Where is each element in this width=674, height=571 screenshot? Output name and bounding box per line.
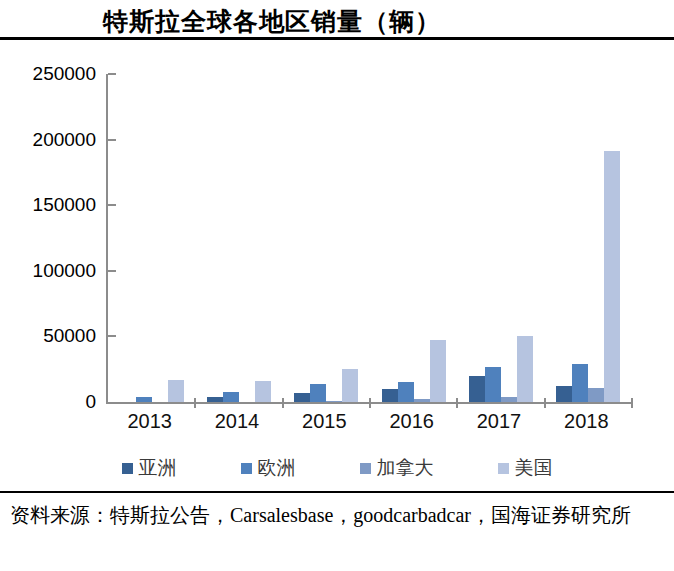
bar-usa-2016 (430, 340, 446, 402)
x-axis-tick-label: 2013 (106, 410, 193, 433)
x-axis-tick-mark (282, 398, 284, 408)
bar-europe-2013 (136, 397, 152, 402)
x-axis-tick-mark (369, 398, 371, 408)
y-axis-tick-label: 250000 (0, 63, 96, 85)
legend-label: 加拿大 (377, 455, 434, 481)
x-axis-tick-label: 2016 (368, 410, 455, 433)
y-axis-tick-label: 150000 (0, 194, 96, 216)
y-axis-tick-mark (108, 139, 116, 141)
bar-europe-2016 (398, 382, 414, 402)
x-axis-tick-label: 2017 (455, 410, 542, 433)
bar-europe-2018 (572, 364, 588, 402)
footer-divider (0, 491, 674, 493)
y-axis-tick-label: 0 (0, 391, 96, 413)
legend-swatch-icon (241, 463, 252, 474)
y-axis-tick-mark (108, 73, 116, 75)
chart-title: 特斯拉全球各地区销量（辆） (103, 5, 441, 38)
y-axis-tick-label: 50000 (0, 325, 96, 347)
legend-item-europe: 欧洲 (241, 455, 296, 481)
x-axis-tick-label: 2014 (193, 410, 280, 433)
bar-usa-2017 (517, 336, 533, 402)
x-axis-labels: 201320142015201620172018 (106, 410, 630, 436)
y-axis-tick-label: 200000 (0, 129, 96, 151)
bar-usa-2018 (604, 151, 620, 402)
bar-asia-2018 (556, 386, 572, 402)
x-axis-tick-mark (456, 398, 458, 408)
plot-area (106, 74, 632, 404)
report-page: 特斯拉全球各地区销量（辆） 0 50000 100000 150000 200000 25… (0, 0, 674, 571)
x-axis-tick-mark (194, 398, 196, 408)
bar-europe-2014 (223, 392, 239, 402)
bar-asia-2017 (469, 376, 485, 402)
legend-item-canada: 加拿大 (360, 455, 434, 481)
bar-usa-2015 (342, 369, 358, 402)
bar-canada-2015 (326, 401, 342, 402)
source-note: 资料来源：特斯拉公告，Carsalesbase，goodcarbadcar，国海… (10, 499, 666, 532)
bar-europe-2015 (310, 384, 326, 402)
x-axis-tick-label: 2015 (281, 410, 368, 433)
bar-asia-2015 (294, 393, 310, 402)
bar-asia-2016 (382, 389, 398, 402)
y-axis-labels: 050000100000150000200000250000 (0, 74, 96, 414)
x-axis-tick-mark (544, 398, 546, 408)
y-axis-tick-label: 100000 (0, 260, 96, 282)
y-axis-tick-mark (108, 204, 116, 206)
legend-item-usa: 美国 (498, 455, 553, 481)
bar-asia-2014 (207, 397, 223, 402)
bar-usa-2014 (255, 381, 271, 402)
y-axis-tick-mark (108, 335, 116, 337)
chart-legend: 亚洲 欧洲 加拿大 美国 (0, 455, 674, 481)
legend-swatch-icon (360, 463, 371, 474)
title-divider (0, 37, 674, 40)
y-axis-tick-mark (108, 270, 116, 272)
legend-label: 欧洲 (258, 455, 296, 481)
bar-canada-2016 (414, 399, 430, 402)
bar-canada-2017 (501, 397, 517, 402)
bar-usa-2013 (168, 380, 184, 402)
legend-item-asia: 亚洲 (122, 455, 177, 481)
x-axis-tick-mark (631, 398, 633, 408)
legend-swatch-icon (122, 463, 133, 474)
bar-canada-2018 (588, 388, 604, 402)
bar-europe-2017 (485, 367, 501, 402)
legend-label: 亚洲 (139, 455, 177, 481)
legend-label: 美国 (515, 455, 553, 481)
x-axis-tick-label: 2018 (543, 410, 630, 433)
legend-swatch-icon (498, 463, 509, 474)
